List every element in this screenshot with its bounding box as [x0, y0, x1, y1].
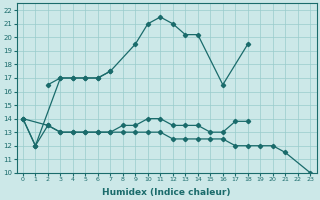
- X-axis label: Humidex (Indice chaleur): Humidex (Indice chaleur): [102, 188, 231, 197]
